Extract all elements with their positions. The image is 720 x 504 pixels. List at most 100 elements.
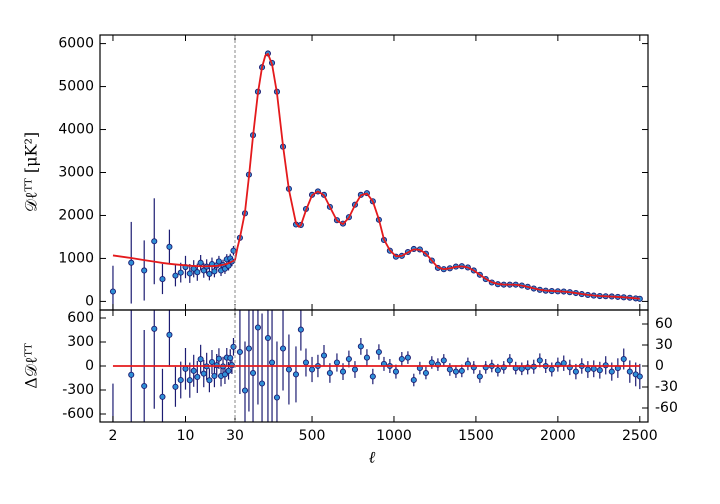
data-point <box>363 354 370 361</box>
data-point <box>339 368 347 375</box>
x-axis-label: ℓ <box>369 448 376 467</box>
data-point <box>548 366 555 373</box>
data-point <box>590 365 597 372</box>
data-point <box>197 356 204 363</box>
y2-tick-label: -30 <box>655 379 678 395</box>
data-point <box>596 367 603 374</box>
data-point <box>166 331 173 338</box>
data-point <box>109 288 117 295</box>
data-point <box>297 326 304 333</box>
data-point <box>369 373 376 380</box>
data-point <box>141 267 148 274</box>
data-point <box>626 368 633 375</box>
data-point <box>190 367 197 374</box>
data-point <box>197 259 204 266</box>
y-tick-label: 1000 <box>58 250 94 266</box>
data-point <box>254 324 261 331</box>
y2-tick-label: 60 <box>655 316 673 332</box>
data-point <box>236 348 243 356</box>
panel-frame <box>99 309 649 423</box>
data-point <box>151 325 158 332</box>
data-point <box>440 357 447 364</box>
data-point <box>258 380 266 387</box>
y-axis-label: 𝒟ℓᵀᵀ [μK²] <box>22 132 41 212</box>
data-point <box>151 238 158 245</box>
y2-tick-label: -60 <box>655 400 678 416</box>
y-tick-label: 0 <box>85 293 94 309</box>
data-point <box>404 354 411 361</box>
y-tick-label: -600 <box>62 406 94 422</box>
y-tick-label: 300 <box>67 334 94 350</box>
y-tick-label: 600 <box>67 310 94 326</box>
y2-tick-label: 30 <box>655 337 673 353</box>
plot-area <box>109 50 643 310</box>
data-point <box>536 357 543 364</box>
data-point <box>241 387 249 394</box>
data-point <box>186 270 193 277</box>
data-point <box>620 355 627 363</box>
y-tick-label: 6000 <box>58 36 94 52</box>
data-point <box>308 366 316 373</box>
data-point <box>227 354 234 362</box>
data-point <box>351 366 359 373</box>
data-point <box>268 359 276 366</box>
data-point <box>375 348 382 356</box>
data-point <box>141 382 148 390</box>
data-point <box>182 365 189 372</box>
data-point <box>273 394 281 401</box>
panel-frame <box>99 34 649 311</box>
data-point <box>452 368 459 375</box>
data-point <box>215 355 222 362</box>
data-point <box>264 334 271 342</box>
x-tick-label: 30 <box>226 428 244 444</box>
data-point <box>159 276 166 283</box>
x-tick-label: 1500 <box>458 428 494 444</box>
data-point <box>128 259 135 266</box>
data-point <box>177 376 184 384</box>
data-point <box>357 343 364 350</box>
data-point <box>392 368 399 375</box>
data-point <box>506 357 513 364</box>
data-point <box>172 383 179 390</box>
data-point <box>518 365 525 372</box>
data-point <box>320 352 328 359</box>
data-point <box>200 370 207 377</box>
model-curve <box>112 52 640 300</box>
y2-tick-label: 0 <box>655 358 664 374</box>
data-point <box>333 359 340 366</box>
plot-area <box>112 310 643 422</box>
data-point <box>249 369 257 377</box>
data-point <box>172 272 179 279</box>
x-tick-label: 1000 <box>376 428 412 444</box>
data-point <box>608 368 615 375</box>
x-tick-label: 10 <box>177 428 195 444</box>
data-point <box>302 359 310 366</box>
y-axis-label: Δ𝒟ℓᵀᵀ <box>22 343 41 389</box>
y-tick-label: -300 <box>62 382 94 398</box>
data-point <box>428 359 435 366</box>
data-point <box>215 258 222 265</box>
data-point <box>177 269 184 276</box>
data-point <box>292 371 300 378</box>
data-point <box>194 269 201 276</box>
data-point <box>422 369 429 377</box>
data-point <box>584 366 591 373</box>
data-point <box>560 360 567 367</box>
data-point <box>245 345 252 352</box>
data-point <box>206 377 213 384</box>
data-point <box>476 373 483 380</box>
x-tick-label: 2000 <box>540 428 576 444</box>
data-point <box>208 358 216 366</box>
data-point <box>166 243 173 250</box>
data-point <box>211 268 218 275</box>
data-point <box>446 366 453 373</box>
y-tick-label: 2000 <box>58 207 94 223</box>
data-point <box>279 345 287 352</box>
data-point <box>285 366 292 373</box>
data-point <box>572 368 579 375</box>
data-point <box>128 371 135 378</box>
y-tick-label: 3000 <box>58 165 94 181</box>
data-point <box>494 367 501 374</box>
y-tick-label: 5000 <box>58 79 94 95</box>
